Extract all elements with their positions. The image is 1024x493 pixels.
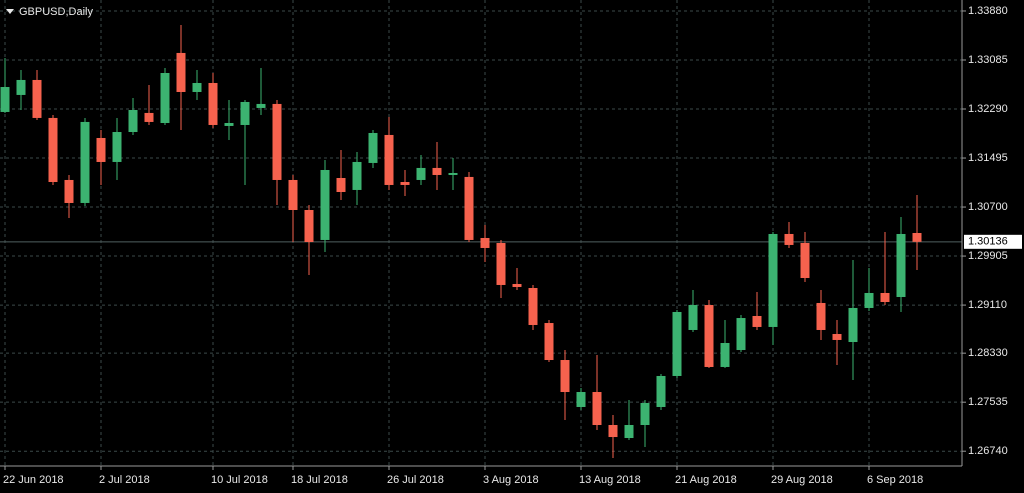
y-tick-label: 1.33085: [968, 54, 1008, 66]
candle-body: [256, 103, 266, 108]
candle-body: [544, 323, 554, 361]
candle-body: [528, 287, 538, 325]
candle-body: [768, 233, 778, 327]
collapse-arrow[interactable]: [6, 9, 14, 14]
candle-body: [128, 109, 138, 133]
candle-body: [160, 73, 170, 124]
candle-body: [720, 342, 730, 367]
candle-body: [496, 242, 506, 285]
x-tick-label: 18 Jul 2018: [291, 474, 348, 486]
candle-body: [176, 52, 186, 92]
candle-body: [912, 233, 922, 242]
x-tick-label: 3 Aug 2018: [483, 474, 539, 486]
candle-body: [448, 173, 458, 175]
candle-body: [384, 134, 394, 185]
candle-body: [432, 167, 442, 175]
y-tick-label: 1.32290: [968, 103, 1008, 115]
current-price-label: 1.30136: [968, 236, 1008, 248]
candle-body: [592, 392, 602, 425]
candle-body: [480, 237, 490, 248]
candle-body: [416, 167, 426, 180]
candle-body: [640, 402, 650, 425]
candle-body: [112, 132, 122, 162]
y-tick-label: 1.28330: [968, 347, 1008, 359]
candle-body: [560, 360, 570, 393]
x-tick-label: 26 Jul 2018: [387, 474, 444, 486]
candle-body: [624, 424, 634, 439]
x-tick-label: 29 Aug 2018: [771, 474, 833, 486]
current-price-box: [964, 234, 1022, 249]
candle-body: [192, 82, 202, 92]
y-tick-label: 1.30700: [968, 201, 1008, 213]
y-tick-label: 1.29110: [968, 299, 1007, 311]
x-tick-label: 6 Sep 2018: [867, 474, 923, 486]
candle-body: [512, 283, 522, 288]
candle-body: [80, 121, 90, 203]
chart-title: GBPUSD,Daily: [19, 6, 93, 18]
y-tick-label: 1.27535: [968, 396, 1008, 408]
candle-body: [16, 79, 26, 95]
candle-body: [336, 178, 346, 192]
candle-body: [352, 161, 362, 190]
candle-body: [368, 132, 378, 163]
candle-body: [144, 112, 154, 122]
x-tick-label: 21 Aug 2018: [675, 474, 737, 486]
candle-body: [656, 375, 666, 407]
candle-body: [240, 101, 250, 125]
candle-body: [208, 82, 218, 125]
candle-body: [64, 179, 74, 203]
candle-body: [0, 86, 10, 112]
candle-body: [464, 176, 474, 240]
x-tick-label: 10 Jul 2018: [211, 474, 268, 486]
candle-body: [96, 137, 106, 162]
candle-body: [272, 103, 282, 180]
y-tick-label: 1.31495: [968, 152, 1008, 164]
candle-body: [688, 305, 698, 330]
candle-body: [848, 307, 858, 343]
grid: [0, 0, 962, 466]
candle-body: [576, 392, 586, 407]
candle-body: [736, 318, 746, 351]
candle-body: [32, 79, 42, 118]
x-tick-label: 13 Aug 2018: [579, 474, 641, 486]
candle-body: [672, 311, 682, 376]
candle-body: [832, 333, 842, 340]
x-tick-label: 22 Jun 2018: [3, 474, 64, 486]
candle-body: [880, 292, 890, 302]
candle-body: [320, 169, 330, 240]
candle-body: [784, 233, 794, 245]
candle-body: [864, 292, 874, 308]
candle-body: [48, 117, 58, 183]
y-tick-label: 1.26740: [968, 445, 1008, 457]
candles: [0, 24, 922, 458]
candle-body: [400, 182, 410, 185]
candle-body: [224, 123, 234, 126]
y-tick-label: 1.33880: [968, 5, 1008, 17]
candle-body: [800, 242, 810, 279]
candle-body: [704, 305, 714, 367]
candle-body: [304, 210, 314, 243]
candle-body: [608, 424, 618, 438]
y-tick-label: 1.29905: [968, 250, 1008, 262]
x-tick-label: 2 Jul 2018: [99, 474, 150, 486]
candle-body: [752, 315, 762, 327]
candle-body: [896, 233, 906, 297]
candle-body: [288, 179, 298, 211]
candle-body: [816, 302, 826, 330]
